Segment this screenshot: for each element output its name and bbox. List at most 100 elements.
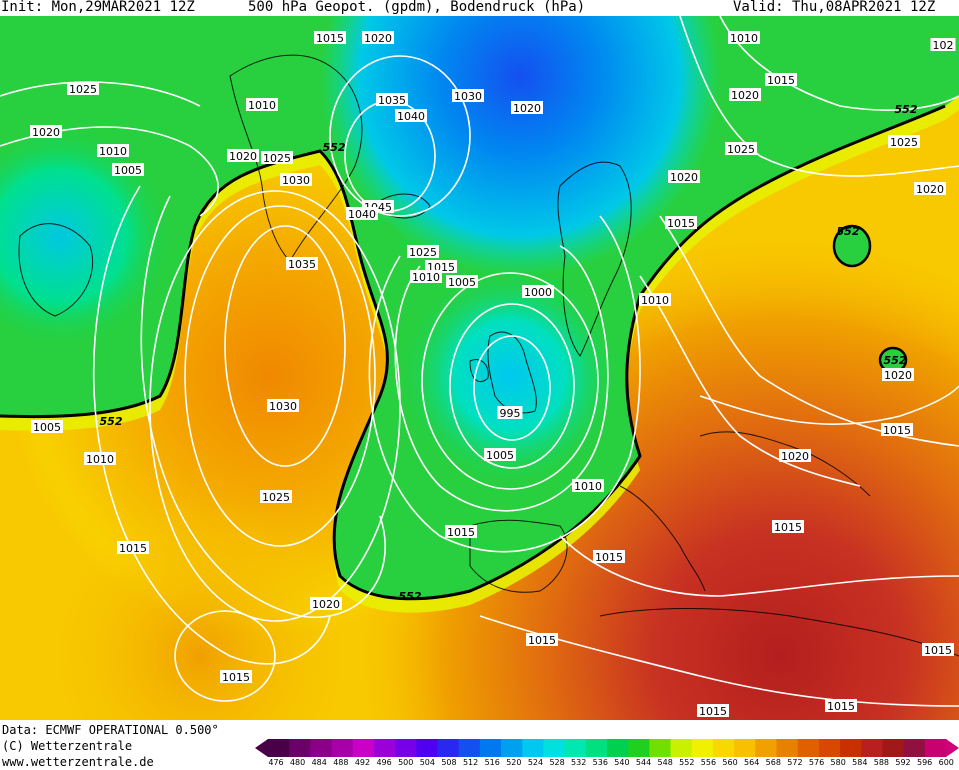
colorbar-tick-label: 476 [268, 758, 284, 767]
colorbar [255, 739, 959, 757]
svg-text:1005: 1005 [486, 449, 514, 462]
isobar-1020-e [699, 385, 959, 426]
isobar-label: 1025 [725, 142, 757, 156]
isobar-1015-med [559, 535, 959, 597]
svg-text:1010: 1010 [641, 294, 669, 307]
isobar-label: 1015 [314, 31, 346, 45]
copyright-text: (C) Wetterzentrale [2, 739, 133, 753]
svg-text:1015: 1015 [528, 634, 556, 647]
isobar-label: 1025 [67, 82, 99, 96]
isobar-label: 1015 [665, 216, 697, 230]
greenland-coast [229, 54, 363, 262]
svg-text:1020: 1020 [916, 183, 944, 196]
colorbar-swatch [649, 739, 672, 757]
isobar-label: 1040 [346, 207, 378, 221]
svg-text:1015: 1015 [883, 424, 911, 437]
svg-text:1015: 1015 [774, 521, 802, 534]
colorbar-tick-label: 504 [419, 758, 435, 767]
isobar-label: 1020 [362, 31, 394, 45]
contour-label-552: 552 [837, 225, 860, 238]
colorbar-right-arrow [946, 739, 959, 757]
isobar-label: 1025 [888, 135, 920, 149]
svg-text:1010: 1010 [730, 32, 758, 45]
colorbar-swatch [776, 739, 799, 757]
colorbar-tick-label: 492 [354, 758, 371, 767]
isobar-995 [473, 335, 551, 441]
isobar-label: 1015 [765, 73, 797, 87]
svg-text:1025: 1025 [727, 143, 755, 156]
isobar-1000 [449, 303, 575, 469]
isobar-label: 1020 [511, 101, 543, 115]
colorbar-tick-label: 488 [333, 758, 349, 767]
svg-text:1025: 1025 [69, 83, 97, 96]
isobar-label: 1040 [395, 109, 427, 123]
isobar-label: 1020 [914, 182, 946, 196]
colorbar-swatch [352, 739, 375, 757]
isobar-1010-e [639, 275, 861, 487]
svg-text:1025: 1025 [262, 491, 290, 504]
cutoff-low-east [832, 224, 872, 268]
svg-text:1005: 1005 [448, 276, 476, 289]
isobar-labels: 1015 1020 1010 102 1025 1015 1020 1010 1035 1030 1… [30, 31, 956, 718]
colorbar-swatch [268, 739, 290, 757]
contour-552-labels: 552 552 552 552 552 552 [100, 103, 918, 603]
svg-text:1015: 1015 [222, 671, 250, 684]
colorbar-swatch [564, 739, 587, 757]
colorbar-tick-label: 528 [549, 758, 565, 767]
colorbar-swatch [670, 739, 693, 757]
svg-text:1015: 1015 [667, 217, 695, 230]
contour-label-552: 552 [884, 354, 907, 367]
isobar-label: 1025 [260, 490, 292, 504]
isobar-label: 1005 [112, 163, 144, 177]
colorbar-tick-label: 520 [506, 758, 522, 767]
colorbar-swatch [797, 739, 820, 757]
svg-text:1020: 1020 [670, 171, 698, 184]
balkans-coast [699, 431, 871, 497]
isobar-1015 [368, 215, 641, 553]
colorbar-tick-label: 576 [808, 758, 825, 767]
isobar-label: 1000 [522, 285, 554, 299]
isobar-label: 1015 [117, 541, 149, 555]
svg-text:1030: 1030 [282, 174, 310, 187]
isobar-label: 1015 [772, 520, 804, 534]
colorbar-swatch [924, 739, 947, 757]
isobar-label: 1010 [639, 293, 671, 307]
isobar-label: 1015 [526, 633, 558, 647]
isobar-1015-south [174, 610, 276, 702]
svg-text:1020: 1020 [364, 32, 392, 45]
colorbar-swatch [861, 739, 883, 757]
iberia-coast [469, 519, 568, 593]
colorbar-tick-label: 556 [700, 758, 717, 767]
north-africa-coast [599, 608, 959, 657]
colorbar-tick-label: 584 [852, 758, 868, 767]
isobar-1020 [140, 195, 386, 619]
svg-text:995: 995 [500, 407, 521, 420]
svg-text:1025: 1025 [263, 152, 291, 165]
isobar-label: 1015 [697, 704, 729, 718]
colorbar-tick-label: 600 [938, 758, 954, 767]
colorbar-tick-label: 560 [722, 758, 738, 767]
svg-text:1010: 1010 [248, 99, 276, 112]
colorbar-tick-label: 564 [744, 758, 760, 767]
isobar-label: 1035 [376, 93, 408, 107]
isobar-1025 [149, 190, 401, 622]
colorbar-swatch [310, 739, 333, 757]
italy-coast [619, 485, 706, 592]
website-url: www.wetterzentrale.de [2, 755, 154, 769]
isobar-label: 102 [930, 38, 956, 52]
colorbar-swatch [437, 739, 460, 757]
colorbar-swatch [331, 739, 354, 757]
ireland-coast [469, 359, 489, 383]
isobar-label: 1010 [97, 144, 129, 158]
colorbar-swatch [691, 739, 714, 757]
colorbar-swatch [289, 739, 311, 757]
colorbar-swatch [734, 739, 756, 757]
contour-label-552: 552 [100, 415, 123, 428]
isobar-label: 1015 [593, 550, 625, 564]
colorbar-swatch [818, 739, 841, 757]
isobar-1015-west [93, 185, 331, 665]
map-header: Init: Mon,29MAR2021 12Z 500 hPa Geopot. … [0, 0, 959, 16]
svg-text:1010: 1010 [86, 453, 114, 466]
svg-text:1040: 1040 [348, 208, 376, 221]
svg-text:1015: 1015 [924, 644, 952, 657]
